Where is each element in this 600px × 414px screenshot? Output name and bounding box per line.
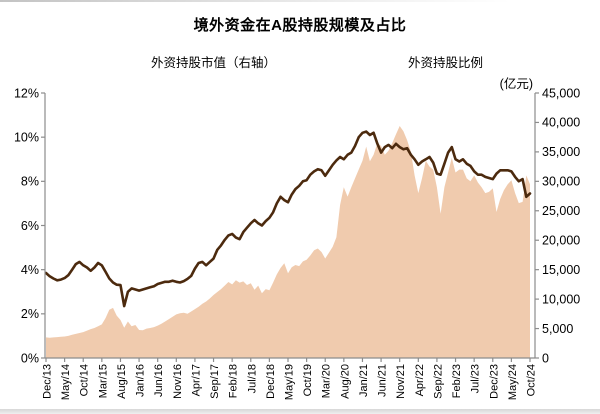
x-axis-label: Feb/18	[228, 364, 240, 398]
right-axis-unit-label: (亿元)	[499, 77, 533, 91]
x-axis-label: May/24	[507, 364, 519, 400]
x-axis-label: Aug/20	[339, 364, 351, 399]
window-bottom-edge	[0, 409, 600, 414]
x-axis-label: Mar/15	[97, 364, 109, 398]
x-axis-label: Jan/16	[135, 364, 147, 397]
x-axis-label: Jul/18	[246, 364, 258, 393]
line-legend-label: 外资持股比例	[408, 56, 484, 70]
window-top-edge	[0, 0, 600, 2]
x-axis-label: May/14	[60, 364, 72, 400]
right-axis-label: 40,000	[542, 116, 580, 130]
x-axis-label: Sep/22	[432, 364, 444, 399]
legend-item-line: 外资持股比例	[370, 52, 483, 71]
x-axis-label: Dec/13	[42, 364, 54, 399]
x-axis-label: Oct/24	[526, 364, 538, 396]
right-axis-label: 0	[542, 351, 549, 365]
x-axis-label: Dec/23	[488, 364, 500, 399]
x-axis-label: Sep/17	[209, 364, 221, 399]
x-axis-label: Jun/16	[153, 364, 165, 397]
right-axis-label: 5,000	[542, 322, 573, 336]
left-axis-label: 0%	[21, 351, 39, 365]
left-axis-label: 12%	[14, 86, 39, 100]
area-legend-label: 外资持股市值（右轴）	[151, 56, 277, 70]
x-axis-label: Apr/17	[190, 364, 202, 396]
x-axis-label: Oct/14	[79, 364, 91, 396]
right-axis-label: 20,000	[542, 234, 580, 248]
area-series-foreign-holdings-value	[46, 126, 530, 358]
x-axis-label: Nov/21	[395, 364, 407, 399]
x-axis-label: Jan/21	[358, 364, 370, 397]
right-axis-label: 30,000	[542, 175, 580, 189]
left-axis-label: 10%	[14, 130, 39, 144]
x-axis-label: Jun/21	[377, 364, 389, 397]
x-axis-label: Oct/19	[302, 364, 314, 396]
right-axis-label: 25,000	[542, 204, 580, 218]
x-axis-label: Nov/16	[172, 364, 184, 399]
x-axis-label: Aug/15	[116, 364, 128, 399]
right-axis-label: 35,000	[542, 145, 580, 159]
x-axis-label: May/19	[284, 364, 296, 400]
line-series-foreign-holdings-ratio	[44, 130, 532, 308]
x-axis-label: Dec/18	[265, 364, 277, 399]
x-axis-label: Apr/22	[414, 364, 426, 396]
left-axis-label: 6%	[21, 219, 39, 233]
x-axis-label: Mar/20	[321, 364, 333, 398]
left-axis-label: 4%	[21, 263, 39, 277]
x-axis-label: Feb/23	[451, 364, 463, 398]
left-axis-label: 2%	[21, 307, 39, 321]
right-axis-label: 10,000	[542, 292, 580, 306]
right-axis-label: 15,000	[542, 263, 580, 277]
chart-title: 境外资金在A股持股规模及占比	[193, 17, 407, 34]
legend-item-area: 外资持股市值（右轴）	[113, 52, 276, 71]
right-axis-label: 45,000	[542, 86, 580, 100]
left-axis-label: 8%	[21, 175, 39, 189]
x-axis-label: Jul/23	[470, 364, 482, 393]
